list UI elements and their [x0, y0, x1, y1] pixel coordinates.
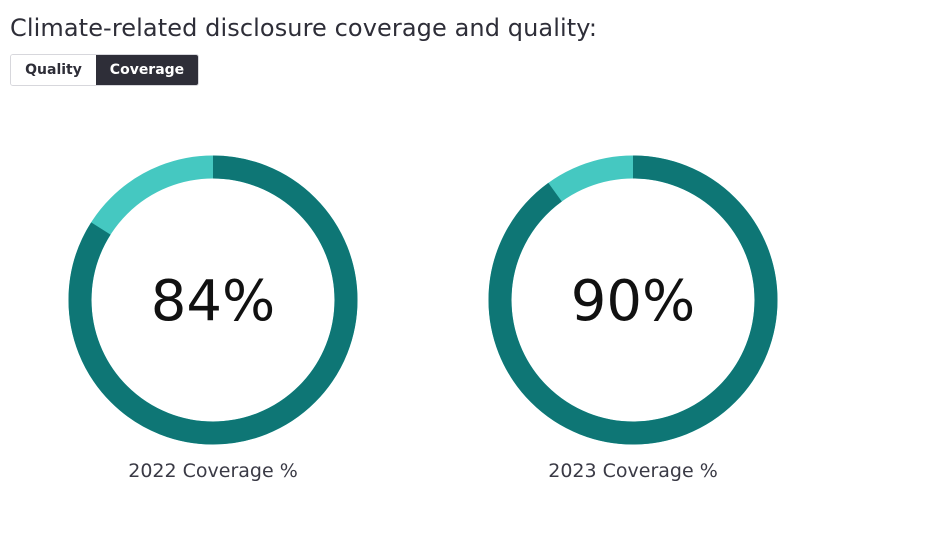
- donut-center-value: 84%: [151, 269, 275, 334]
- donut-value-arc: [488, 155, 778, 445]
- page-title: Climate-related disclosure coverage and …: [10, 14, 598, 42]
- donut-label: 2023 Coverage %: [548, 460, 718, 482]
- donut-svg-2023: 90%: [488, 155, 778, 445]
- donut-svg-2022: 84%: [68, 155, 358, 445]
- donut-chart-2023: 90% 2023 Coverage %: [483, 150, 783, 490]
- donut-label: 2022 Coverage %: [128, 460, 298, 482]
- quality-tab-button[interactable]: Quality: [11, 55, 96, 85]
- donut-chart-2022: 84% 2022 Coverage %: [63, 150, 363, 490]
- donut-value-arc: [68, 155, 358, 445]
- view-toggle: Quality Coverage: [10, 54, 199, 86]
- coverage-tab-button[interactable]: Coverage: [96, 55, 198, 85]
- donut-center-value: 90%: [571, 269, 695, 334]
